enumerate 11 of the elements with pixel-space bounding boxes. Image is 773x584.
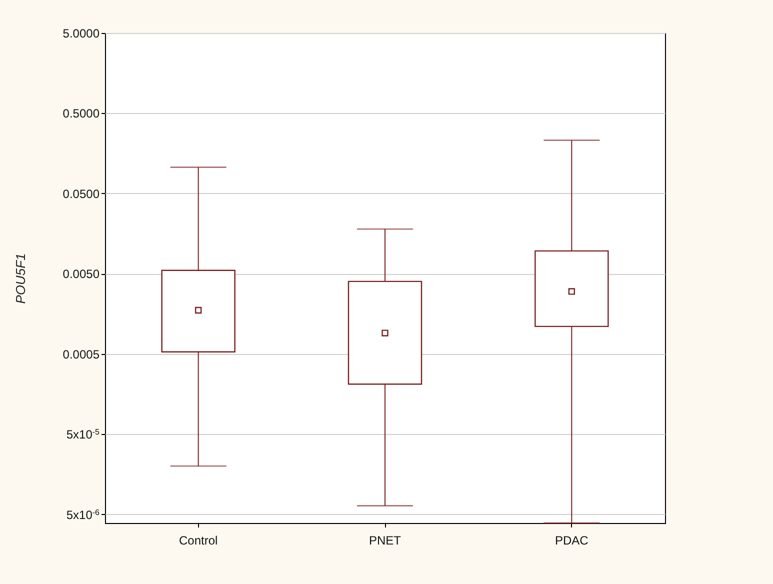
x-tick-label: PNET [368, 534, 402, 548]
y-tick-label: 0.5000 [62, 106, 100, 121]
y-tick-label: 0.0050 [62, 267, 100, 282]
y-tick-label: 5.0000 [62, 26, 100, 40]
y-tick-label: 0.0005 [62, 347, 100, 362]
y-tick-label: 5x10$^{-6}$ [66, 507, 100, 522]
y-tick-label: 0.0500 [62, 186, 100, 201]
x-tick-label: PDAC [554, 534, 589, 548]
x-tick-label: Control [178, 534, 218, 548]
y-tick-label: 5x10$^{-5}$ [66, 427, 100, 442]
y-axis-title: POU5F1 [12, 253, 28, 304]
